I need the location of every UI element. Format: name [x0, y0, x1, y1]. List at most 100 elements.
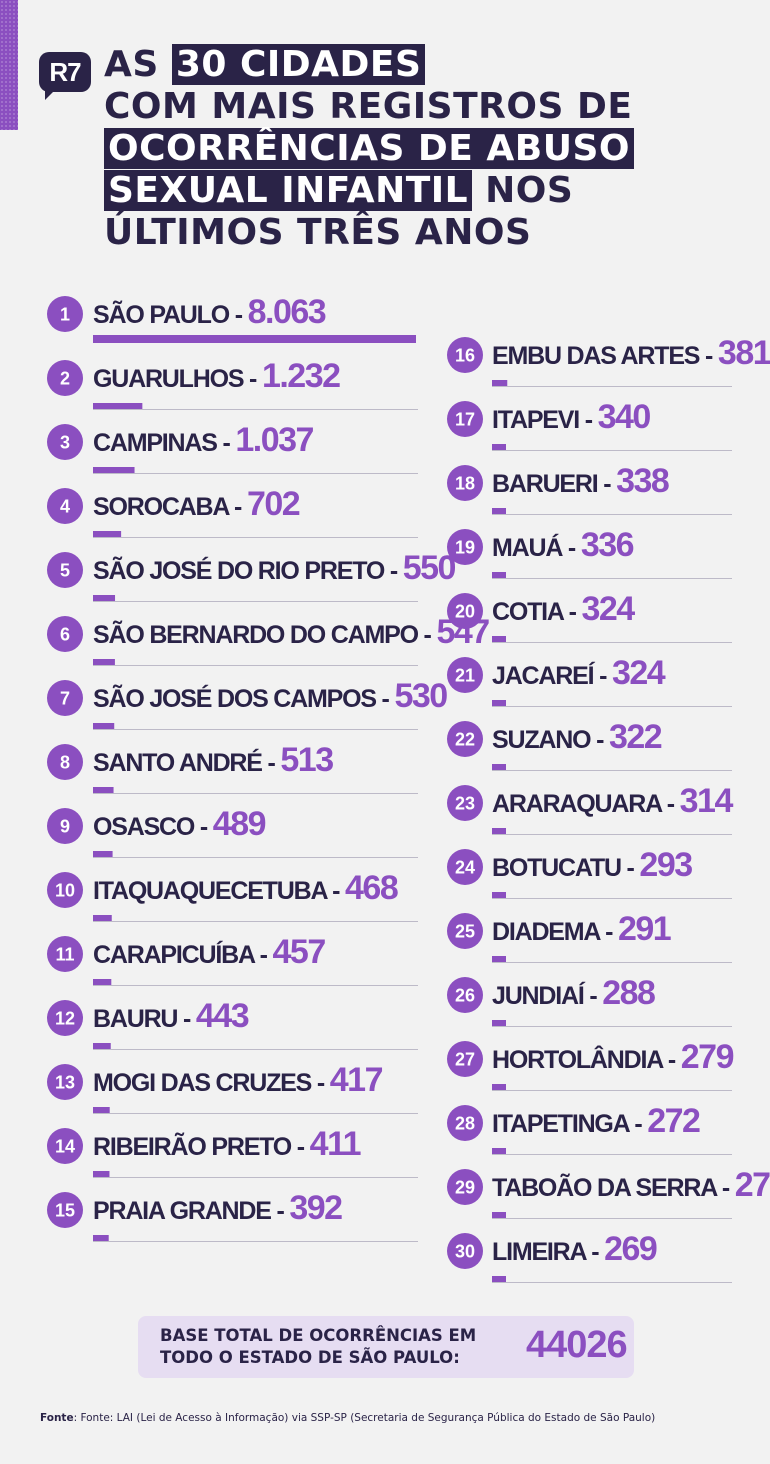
value-bar	[93, 531, 122, 537]
rank-number: 7	[60, 689, 70, 709]
rank-badge	[47, 744, 83, 780]
rank-badge	[47, 936, 83, 972]
value-bar	[492, 700, 506, 706]
value-label: 279	[681, 1038, 734, 1076]
value-bar	[93, 787, 114, 793]
rank-badge	[47, 360, 83, 396]
rank-number: 18	[455, 474, 475, 494]
rank-badge	[447, 849, 483, 885]
city-label: SÃO PAULO - 8.063	[93, 293, 326, 331]
city-label: BOTUCATU - 293	[492, 846, 692, 884]
title-line1-pre: AS	[104, 44, 172, 85]
value-bar	[93, 335, 416, 343]
city-name: GUARULHOS -	[93, 365, 262, 393]
city-name: SOROCABA -	[93, 493, 247, 521]
city-name: MAUÁ -	[492, 533, 581, 562]
title-line1-highlight: 30 CIDADES	[171, 44, 426, 85]
rank-badge	[447, 1169, 483, 1205]
rank-badge	[447, 1105, 483, 1141]
value-label: 314	[680, 782, 734, 820]
value-bar	[492, 1020, 506, 1026]
rank-badge	[447, 401, 483, 437]
city-label: SOROCABA - 702	[93, 485, 300, 523]
rank-badge	[447, 913, 483, 949]
city-label: COTIA - 324	[492, 590, 635, 628]
city-name: SÃO JOSÉ DO RIO PRETO -	[93, 555, 403, 585]
city-name: COTIA -	[492, 598, 581, 626]
value-label: 1.232	[262, 357, 340, 395]
city-label: JUNDIAÍ - 288	[492, 974, 655, 1012]
city-name: PRAIA GRANDE -	[93, 1197, 289, 1225]
city-label: ITAQUAQUECETUBA - 468	[93, 869, 398, 907]
city-name: CARAPICUÍBA -	[93, 940, 273, 969]
city-label: TABOÃO DA SERRA - 270	[492, 1166, 770, 1204]
rank-number: 10	[55, 881, 75, 901]
city-label: BARUERI - 338	[492, 462, 669, 500]
city-name: BOTUCATU -	[492, 854, 639, 882]
value-bar	[492, 444, 506, 450]
value-label: 338	[616, 462, 669, 500]
city-label: GUARULHOS - 1.232	[93, 357, 340, 395]
city-label: SÃO BERNARDO DO CAMPO - 547	[93, 613, 489, 651]
value-bar	[492, 764, 506, 770]
value-label: 489	[213, 805, 266, 843]
city-label: EMBU DAS ARTES - 381	[492, 334, 770, 372]
rank-badge	[47, 1000, 83, 1036]
value-bar	[492, 1084, 506, 1090]
value-label: 457	[273, 933, 326, 971]
city-label: PRAIA GRANDE - 392	[93, 1189, 342, 1227]
rank-number: 15	[55, 1201, 75, 1221]
value-label: 269	[604, 1230, 657, 1268]
city-label: MAUÁ - 336	[492, 526, 634, 564]
rank-badge	[447, 1041, 483, 1077]
rank-badge	[447, 529, 483, 565]
title-line4-post: NOS	[472, 170, 574, 211]
value-bar	[93, 467, 135, 473]
title-line5: ÚLTIMOS TRÊS ANOS	[104, 212, 532, 253]
rank-badge	[47, 424, 83, 460]
value-label: 340	[598, 398, 651, 436]
city-name: JUNDIAÍ -	[492, 981, 602, 1010]
rank-number: 24	[455, 858, 475, 878]
value-bar	[492, 572, 506, 578]
city-name: ITAQUAQUECETUBA -	[93, 877, 345, 905]
value-label: 513	[280, 741, 333, 779]
rank-number: 19	[455, 538, 475, 558]
rank-badge	[47, 296, 83, 332]
city-label: RIBEIRÃO PRETO - 411	[93, 1125, 361, 1163]
city-label: SÃO JOSÉ DOS CAMPOS - 530	[93, 677, 447, 715]
city-name: HORTOLÂNDIA -	[492, 1044, 681, 1074]
value-label: 8.063	[248, 293, 326, 331]
city-name: DIADEMA -	[492, 918, 618, 946]
city-name: OSASCO -	[93, 813, 213, 841]
city-label: ITAPEVI - 340	[492, 398, 650, 436]
rank-number: 9	[60, 817, 70, 837]
total-label: BASE TOTAL DE OCORRÊNCIAS EM TODO O ESTA…	[160, 1326, 477, 1367]
city-name: ITAPETINGA -	[492, 1110, 647, 1138]
rank-badge	[47, 488, 83, 524]
rank-badge	[47, 552, 83, 588]
city-label: CARAPICUÍBA - 457	[93, 933, 325, 971]
rank-number: 16	[455, 346, 475, 366]
value-bar	[93, 851, 113, 857]
value-bar	[93, 1107, 110, 1113]
rank-number: 3	[60, 433, 70, 453]
rank-number: 21	[455, 666, 475, 686]
city-name: ARARAQUARA -	[492, 790, 680, 818]
rank-number: 20	[455, 602, 475, 622]
rank-badge	[447, 785, 483, 821]
rank-number: 8	[60, 753, 70, 773]
rank-number: 14	[55, 1137, 75, 1157]
city-label: SUZANO - 322	[492, 718, 662, 756]
value-label: 411	[310, 1125, 361, 1163]
value-label: 468	[345, 869, 398, 907]
value-bar	[492, 636, 506, 642]
rank-number: 28	[455, 1114, 475, 1134]
value-label: 336	[581, 526, 634, 564]
city-name: BARUERI -	[492, 470, 616, 498]
city-name: SANTO ANDRÉ -	[93, 748, 280, 777]
city-name: SÃO JOSÉ DOS CAMPOS -	[93, 683, 394, 713]
city-name: MOGI DAS CRUZES -	[93, 1069, 330, 1097]
rank-badge	[447, 657, 483, 693]
value-label: 381	[718, 334, 770, 372]
